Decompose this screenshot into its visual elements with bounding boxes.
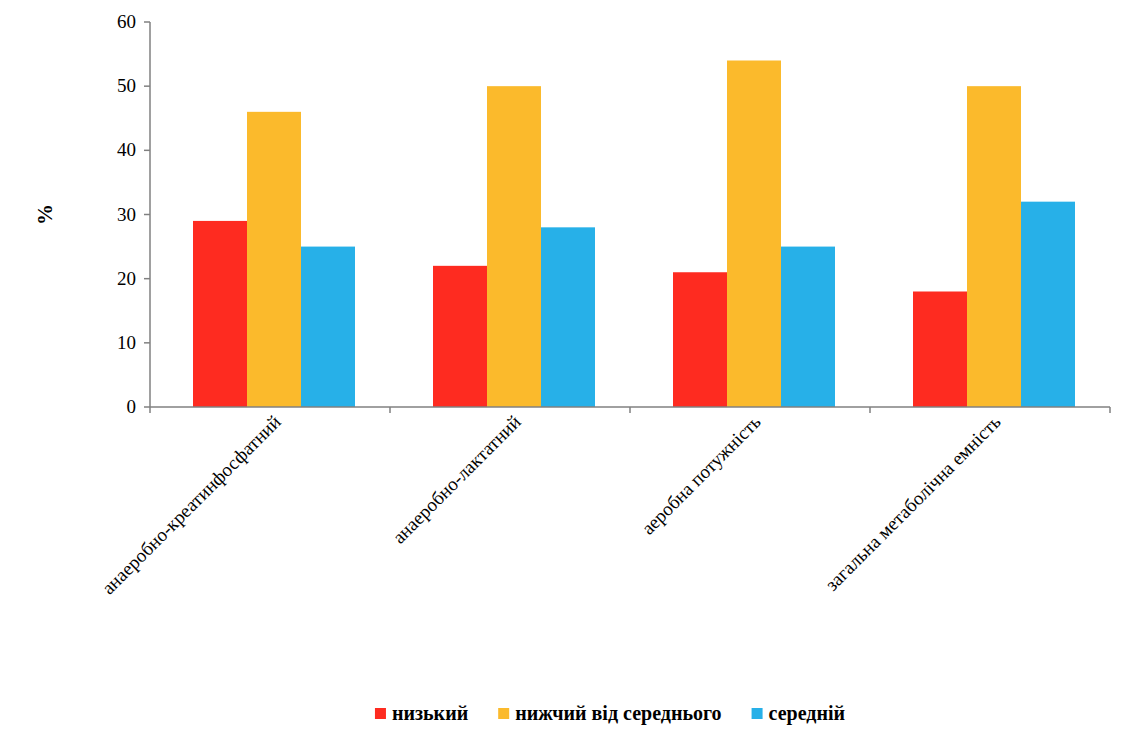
- chart: 0 10 20 30 40 50 60% анаеробно-креатинфосфатний…: [0, 0, 1129, 740]
- legend-label: низький: [392, 702, 468, 724]
- bar: [247, 112, 301, 407]
- legend-item: низький: [375, 702, 468, 724]
- y-tick: [144, 150, 150, 152]
- x-tick-label: анаеробно-лактатний: [388, 411, 525, 548]
- category-divider: [1109, 407, 1111, 413]
- bar: [913, 292, 967, 408]
- legend-swatch: [752, 708, 763, 719]
- y-tick-label: 20: [117, 268, 136, 289]
- category-divider: [869, 407, 871, 413]
- x-tick-label: анаеробно-креатинфосфатний: [97, 411, 284, 598]
- y-axis-title: %: [33, 204, 57, 225]
- legend-item: нижчий від середнього: [498, 702, 721, 725]
- category-divider: [389, 407, 391, 413]
- bar: [673, 272, 727, 407]
- bar: [727, 61, 781, 408]
- bar: [433, 266, 487, 407]
- legend-item: середній: [752, 702, 845, 725]
- y-tick: [144, 21, 150, 23]
- category-divider: [149, 407, 151, 413]
- legend-label: нижчий від середнього: [515, 702, 721, 725]
- bar: [1021, 202, 1075, 407]
- y-tick-label: 40: [117, 139, 136, 160]
- y-tick: [144, 278, 150, 280]
- y-tick-label: 0: [127, 396, 137, 417]
- legend-swatch: [375, 708, 386, 719]
- legend: низький нижчий від середнього середній: [375, 702, 845, 725]
- y-tick-label: 10: [117, 332, 136, 353]
- y-tick-label: 60: [117, 11, 136, 32]
- y-tick: [144, 214, 150, 216]
- bars: [193, 61, 1075, 408]
- bar: [193, 221, 247, 407]
- x-tick-label: загальна метаболічна емність: [821, 411, 1005, 595]
- category-divider: [629, 407, 631, 413]
- y-tick-label: 50: [117, 75, 136, 96]
- bar: [541, 227, 595, 407]
- legend-swatch: [498, 708, 509, 719]
- legend-label: середній: [769, 702, 845, 725]
- bar: [967, 86, 1021, 407]
- x-tick-label: аеробна потужність: [637, 411, 765, 539]
- y-tick: [144, 406, 150, 408]
- bar: [301, 247, 355, 407]
- y-tick-label: 30: [117, 204, 136, 225]
- bar: [487, 86, 541, 407]
- y-tick: [144, 342, 150, 344]
- y-tick: [144, 85, 150, 87]
- bar: [781, 247, 835, 407]
